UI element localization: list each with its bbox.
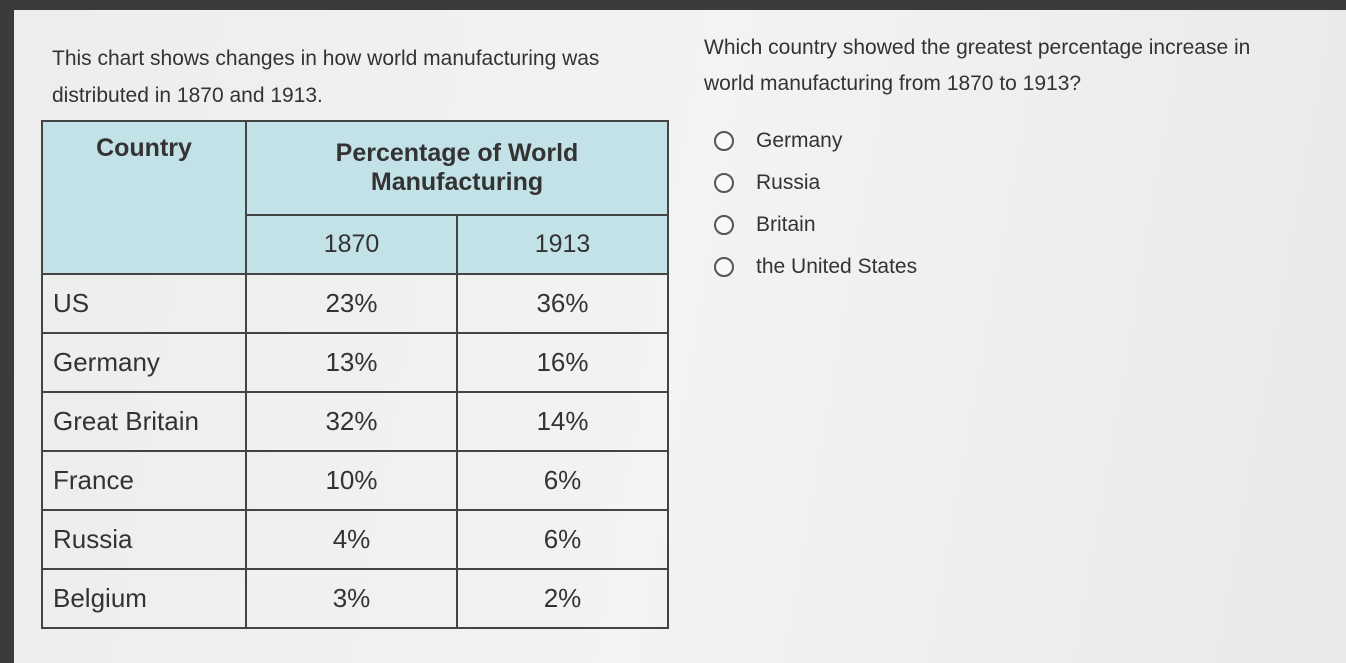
value-cell: 2% xyxy=(456,568,669,629)
country-cell: Belgium xyxy=(41,568,247,629)
table-row: France 10% 6% xyxy=(41,450,669,511)
header-group: Percentage of World Manufacturing xyxy=(245,120,669,216)
option-label: Russia xyxy=(756,171,821,194)
option-label: Germany xyxy=(756,129,843,152)
value-cell: 10% xyxy=(245,450,458,511)
question-text: Which country showed the greatest percen… xyxy=(704,36,1251,95)
header-country: Country xyxy=(41,120,247,275)
radio-button[interactable] xyxy=(714,257,734,277)
radio-button[interactable] xyxy=(714,173,734,193)
radio-button[interactable] xyxy=(714,131,734,151)
answer-option[interactable]: Germany xyxy=(714,120,917,162)
value-cell: 13% xyxy=(245,332,458,393)
country-cell: France xyxy=(41,450,247,511)
option-label: the United States xyxy=(756,255,918,278)
value-cell: 23% xyxy=(245,273,458,334)
value-cell: 3% xyxy=(245,568,458,629)
table-row: Germany 13% 16% xyxy=(41,332,669,393)
table-row: US 23% 36% xyxy=(41,273,669,334)
value-cell: 6% xyxy=(456,509,669,570)
country-cell: Germany xyxy=(41,332,247,393)
country-cell: Great Britain xyxy=(41,391,247,452)
country-cell: US xyxy=(41,273,247,334)
options: Germany Russia Britain the United States xyxy=(714,120,917,288)
radio-button[interactable] xyxy=(714,215,734,235)
value-cell: 14% xyxy=(456,391,669,452)
value-cell: 32% xyxy=(245,391,458,452)
value-cell: 4% xyxy=(245,509,458,570)
header-year: 1870 xyxy=(245,214,458,275)
answer-option[interactable]: the United States xyxy=(714,246,917,288)
table-row: Belgium 3% 2% xyxy=(41,568,669,629)
value-cell: 16% xyxy=(456,332,669,393)
country-cell: Russia xyxy=(41,509,247,570)
table-row: Russia 4% 6% xyxy=(41,509,669,570)
answer-option[interactable]: Russia xyxy=(714,162,917,204)
table-row: Great Britain 32% 14% xyxy=(41,391,669,452)
value-cell: 36% xyxy=(456,273,669,334)
header-year: 1913 xyxy=(456,214,669,275)
option-label: Britain xyxy=(756,213,816,236)
answer-option[interactable]: Britain xyxy=(714,204,917,246)
data-table: Country Percentage of World Manufacturin… xyxy=(41,120,669,629)
value-cell: 6% xyxy=(456,450,669,511)
intro-text: This chart shows changes in how world ma… xyxy=(52,47,600,107)
screen: This chart shows changes in how world ma… xyxy=(14,10,1346,663)
